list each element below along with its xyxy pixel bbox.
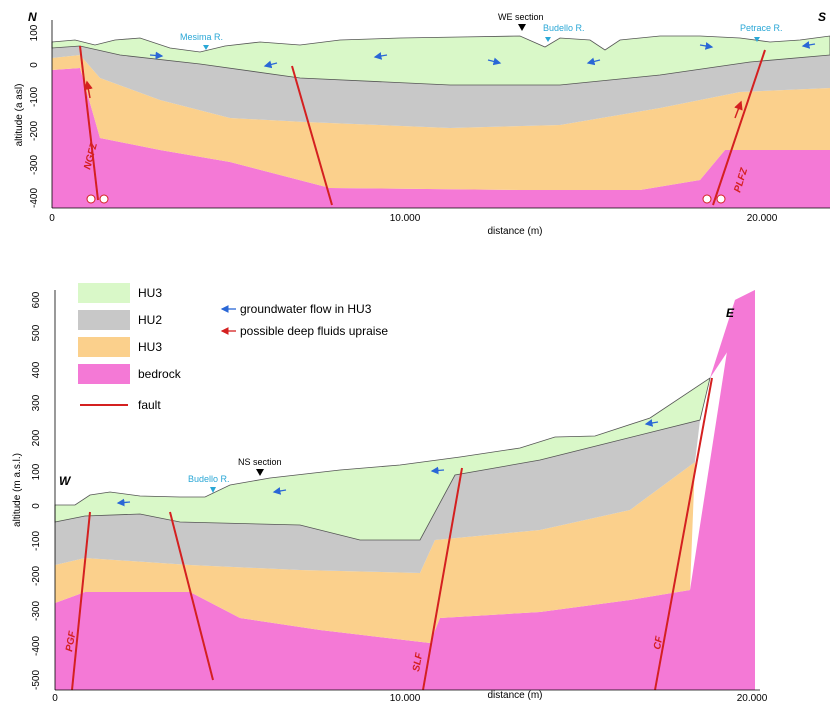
ns-river-label-mesima: Mesima R. xyxy=(180,32,223,42)
we-layer-hu3-deep xyxy=(55,462,695,643)
we-x-tick-label: 0 xyxy=(52,693,58,703)
ns-y-tick-label: -400 xyxy=(29,188,40,208)
ns-y-axis-label: altitude (a asl) xyxy=(14,84,25,147)
we-y-tick-label: -200 xyxy=(31,566,42,586)
ns-x-axis-label: distance (m) xyxy=(487,226,542,237)
we-right-orientation: E xyxy=(726,306,735,320)
ns-x-tick-label: 20.000 xyxy=(747,213,778,224)
we-y-tick-label: 300 xyxy=(31,394,42,411)
ns-river-icon-budello xyxy=(545,37,551,42)
ns-river-icon-petrace xyxy=(754,37,760,42)
legend-swatch-hu3 xyxy=(78,283,130,303)
ns-deep-fluid-arrow-2 xyxy=(734,100,743,119)
legend: HU3 HU2 HU3 bedrock fault groundwater fl… xyxy=(78,283,388,412)
we-section-marker-icon xyxy=(256,469,264,476)
ns-deep-fluid-arrow-1 xyxy=(83,80,93,99)
we-y-tick-label: 400 xyxy=(31,361,42,378)
ns-flow-arrows xyxy=(149,41,816,69)
we-flow-arrows xyxy=(116,419,659,507)
we-y-tick-label: 500 xyxy=(31,324,42,341)
ns-x-tick-label: 10.000 xyxy=(390,213,421,224)
we-fault-cf xyxy=(654,377,713,691)
we-left-orientation: W xyxy=(59,474,72,488)
we-y-tick-label: -300 xyxy=(31,601,42,621)
we-river-icon-budello xyxy=(210,487,216,493)
ns-left-orientation: N xyxy=(28,10,37,24)
we-y-tick-label: 200 xyxy=(31,429,42,446)
ns-river-label-petrace: Petrace R. xyxy=(740,23,783,33)
we-y-tick-label: 0 xyxy=(31,503,42,509)
legend-label-hu3-deep: HU3 xyxy=(138,340,162,354)
legend-label-fault: fault xyxy=(138,398,161,412)
ns-layer-hu2 xyxy=(52,46,830,128)
ns-river-label-budello: Budello R. xyxy=(543,23,585,33)
we-section-marker-label: NS section xyxy=(238,457,282,467)
legend-label-hu2: HU2 xyxy=(138,313,162,327)
we-y-tick-label: 100 xyxy=(31,463,42,480)
ns-section-marker-icon xyxy=(518,24,526,31)
we-section-panel: Budello R. NS section W E PGF SLF CF 600… xyxy=(12,290,768,703)
ns-layer-hu3 xyxy=(51,35,830,86)
we-y-tick-label: -100 xyxy=(31,531,42,551)
ns-y-tick-label: -200 xyxy=(29,121,40,141)
ns-fault-ngfz xyxy=(79,45,99,201)
ns-y-tick-label: -100 xyxy=(29,87,40,107)
we-fault-mid xyxy=(169,511,214,681)
we-x-axis-label: distance (m) xyxy=(487,690,542,701)
we-x-tick-label: 20.000 xyxy=(737,693,768,703)
we-layer-bedrock xyxy=(55,290,755,690)
we-y-axis-label: altitude (m a.s.l.) xyxy=(12,453,23,527)
we-fault-label-slf: SLF xyxy=(411,651,425,672)
ns-section-marker-label: WE section xyxy=(498,12,544,22)
ns-y-tick-label: 100 xyxy=(29,24,40,41)
we-layer-hu2 xyxy=(55,420,700,573)
ns-x-tick-label: 0 xyxy=(49,213,55,224)
ns-y-tick-label: -300 xyxy=(29,155,40,175)
we-fault-slf xyxy=(422,467,463,691)
we-y-tick-label: -400 xyxy=(31,636,42,656)
ns-y-tick-label: 0 xyxy=(29,62,40,68)
legend-label-hu3: HU3 xyxy=(138,286,162,300)
we-fault-pgf xyxy=(71,511,91,691)
ns-fault-plfz xyxy=(712,49,766,206)
ns-river-icon-mesima xyxy=(203,45,209,50)
we-fault-label-cf: CF xyxy=(652,635,665,651)
legend-swatch-hu3-deep xyxy=(78,337,130,357)
we-river-label-budello: Budello R. xyxy=(188,474,230,484)
we-layer-hu3 xyxy=(54,377,711,541)
legend-label-bedrock: bedrock xyxy=(138,367,182,381)
ns-fault-mid xyxy=(291,65,333,206)
we-y-tick-label: -500 xyxy=(31,670,42,690)
ns-layer-hu3-deep xyxy=(52,55,830,190)
we-x-tick-label: 10.000 xyxy=(390,693,421,703)
legend-label-flow: groundwater flow in HU3 xyxy=(240,302,372,316)
we-y-tick-label: 600 xyxy=(31,291,42,308)
ns-section-panel: Mesima R. Budello R. Petrace R. WE secti… xyxy=(14,10,830,237)
ns-right-orientation: S xyxy=(818,10,826,24)
legend-swatch-bedrock xyxy=(78,364,130,384)
we-layer-bedrock-top xyxy=(710,290,755,378)
legend-swatch-hu2 xyxy=(78,310,130,330)
ns-layer-bedrock xyxy=(52,68,830,208)
legend-label-deep: possible deep fluids upraise xyxy=(240,324,388,338)
we-fault-label-pgf: PGF xyxy=(64,629,79,652)
ns-rotation-symbols xyxy=(86,194,726,204)
